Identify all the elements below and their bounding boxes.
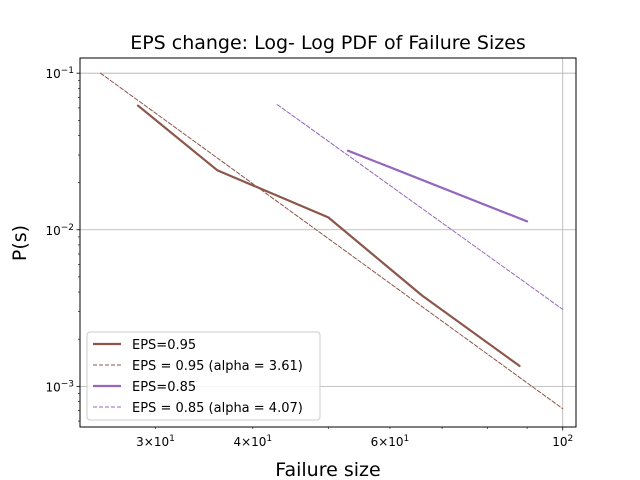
y-tick-label: 10−3	[45, 379, 74, 394]
legend-label-3: EPS = 0.85 (alpha = 4.07)	[132, 401, 303, 416]
ticks: 102 3×101 4×101 6×101 10−1 10−2 10−3	[45, 66, 573, 449]
series-line-3	[276, 104, 564, 310]
x-axis-label: Failure size	[275, 459, 380, 480]
legend: EPS=0.95 EPS = 0.95 (alpha = 3.61) EPS=0.8…	[86, 331, 321, 421]
legend-label-1: EPS = 0.95 (alpha = 3.61)	[132, 359, 303, 374]
chart-title: EPS change: Log- Log PDF of Failure Size…	[130, 32, 526, 54]
x-tick-label: 4×101	[233, 434, 272, 449]
legend-label-0: EPS=0.95	[132, 338, 196, 353]
legend-label-2: EPS=0.85	[132, 380, 196, 395]
x-tick-label: 3×101	[136, 434, 175, 449]
legend-box	[86, 331, 321, 421]
series-line-2	[346, 149, 529, 223]
series-line-1	[100, 72, 564, 410]
y-tick-label: 10−2	[45, 223, 74, 238]
x-tick-label: 6×101	[371, 434, 410, 449]
x-tick-label: 102	[552, 434, 573, 449]
series-lines	[100, 72, 564, 410]
series-line-0	[137, 104, 521, 367]
y-tick-label: 10−1	[45, 66, 74, 81]
y-axis-label: P(s)	[9, 225, 31, 261]
